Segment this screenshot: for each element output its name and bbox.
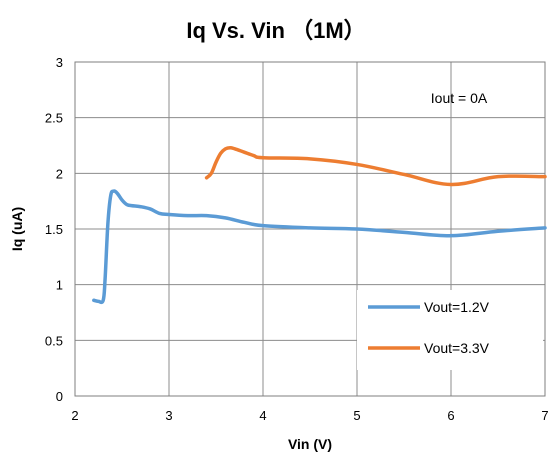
- x-tick-label: 5: [353, 408, 360, 423]
- legend: Vout=1.2V Vout=3.3V: [357, 290, 543, 370]
- x-tick-label: 2: [71, 408, 78, 423]
- grid-layer: [75, 62, 545, 396]
- legend-label-1: Vout=1.2V: [424, 299, 490, 315]
- x-tick-label: 4: [259, 408, 266, 423]
- ticks-layer: 2 3 4 5 6 7 0 0.5 1 1.5 2 2.5 3: [45, 55, 549, 423]
- annotation-iout: Iout = 0A: [431, 90, 488, 106]
- chart-title: Iq Vs. Vin （1M）: [186, 18, 365, 43]
- legend-box: [357, 290, 543, 370]
- x-tick-label: 3: [165, 408, 172, 423]
- y-tick-label: 0: [56, 389, 63, 404]
- x-tick-label: 7: [541, 408, 548, 423]
- y-tick-label: 3: [56, 55, 63, 70]
- series-layer: [92, 145, 547, 305]
- series-line-1: [92, 189, 547, 305]
- x-tick-label: 6: [447, 408, 454, 423]
- y-axis-label: Iq (uA): [9, 207, 25, 251]
- y-tick-label: 1.5: [45, 222, 63, 237]
- series-line-2: [204, 145, 547, 187]
- y-tick-label: 0.5: [45, 333, 63, 348]
- legend-label-2: Vout=3.3V: [424, 340, 490, 356]
- y-tick-label: 2.5: [45, 111, 63, 126]
- x-axis-label: Vin (V): [288, 436, 332, 452]
- y-tick-label: 2: [56, 166, 63, 181]
- y-tick-label: 1: [56, 278, 63, 293]
